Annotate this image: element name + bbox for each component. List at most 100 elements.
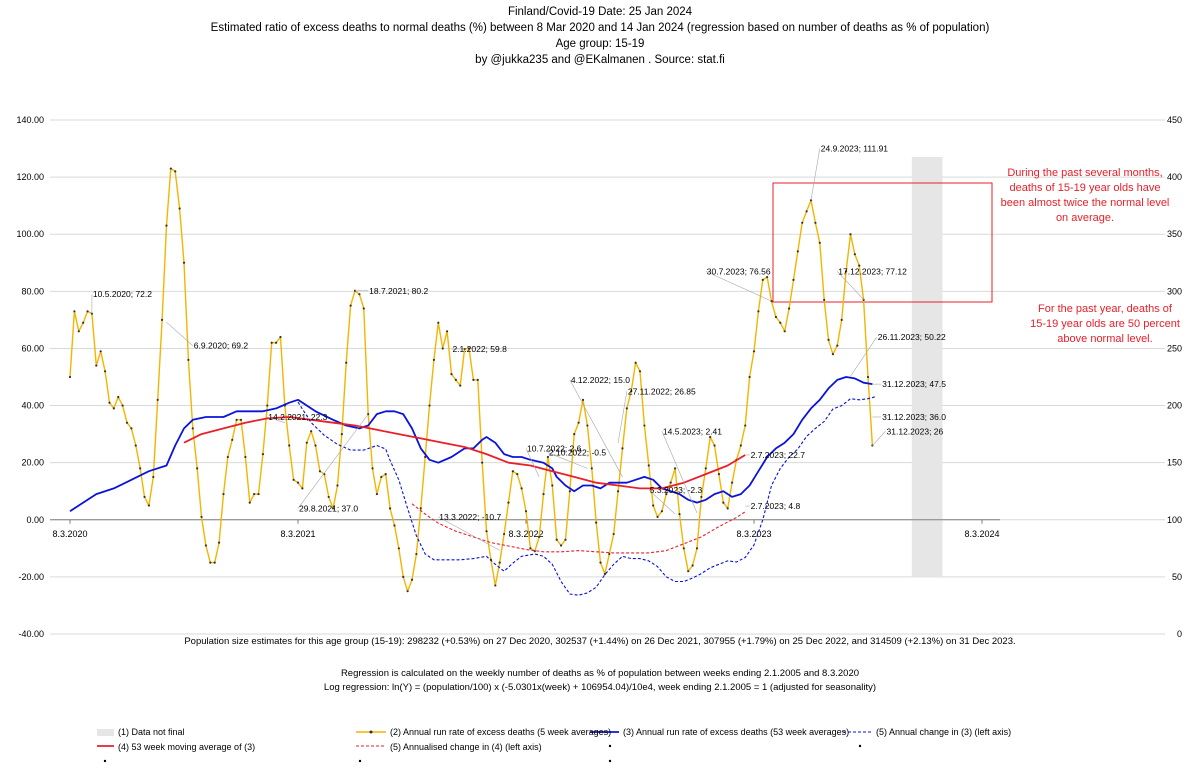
data-point bbox=[191, 427, 194, 430]
gridlines bbox=[50, 119, 1165, 635]
data-label: 10.5.2020; 72.2 bbox=[93, 289, 152, 299]
series-line-series4 bbox=[183, 416, 746, 490]
data-point bbox=[823, 298, 826, 301]
data-label: 31.12.2023; 47.5 bbox=[882, 379, 946, 389]
data-point bbox=[432, 358, 436, 361]
data-point bbox=[796, 250, 799, 253]
data-point bbox=[717, 472, 721, 476]
data-point bbox=[327, 495, 330, 499]
data-point bbox=[805, 210, 808, 213]
data-point bbox=[498, 561, 501, 564]
data-point bbox=[318, 470, 322, 473]
label-leader bbox=[617, 391, 628, 444]
data-label: 26.11.2023; 50.22 bbox=[878, 332, 946, 342]
population-note: Population size estimates for this age g… bbox=[184, 636, 1016, 647]
data-point bbox=[647, 464, 650, 467]
data-point bbox=[204, 544, 208, 547]
data-point bbox=[388, 507, 392, 510]
y-tick-right: 350 bbox=[1167, 229, 1182, 239]
data-point bbox=[371, 467, 374, 470]
y-tick-left: -20.00 bbox=[18, 572, 44, 582]
data-point bbox=[577, 421, 580, 424]
data-point bbox=[634, 361, 637, 364]
data-point bbox=[336, 484, 339, 487]
data-not-final-shade bbox=[911, 157, 943, 577]
data-point bbox=[182, 261, 186, 264]
legend-swatch-dot bbox=[608, 759, 612, 763]
label-leader bbox=[705, 271, 772, 302]
data-point bbox=[424, 455, 427, 459]
label-leader bbox=[547, 452, 588, 469]
data-point bbox=[669, 481, 672, 484]
data-point bbox=[314, 444, 317, 447]
data-point bbox=[529, 547, 532, 550]
data-point bbox=[99, 350, 102, 353]
chart-title: Finland/Covid-19 Date: 25 Jan 2024 bbox=[507, 6, 693, 18]
data-point bbox=[616, 490, 620, 493]
data-point bbox=[568, 490, 571, 493]
y-tick-left: 100.00 bbox=[16, 229, 44, 239]
y-tick-left: 60.00 bbox=[21, 343, 44, 353]
data-point bbox=[656, 515, 659, 519]
data-point bbox=[331, 507, 335, 510]
data-point bbox=[687, 570, 690, 573]
data-point bbox=[156, 398, 159, 401]
data-point bbox=[345, 361, 348, 364]
data-point bbox=[226, 455, 229, 459]
legend-item-annual-change: (5) Annual change in (3) (left axis) bbox=[876, 727, 1012, 737]
data-label: 31.12.2023; 26 bbox=[887, 426, 944, 436]
data-point bbox=[783, 330, 786, 333]
data-point bbox=[152, 475, 155, 479]
series-line-series2 bbox=[69, 167, 874, 592]
legend-swatch-marker bbox=[369, 730, 373, 734]
data-label: 29.8.2021; 37.0 bbox=[299, 503, 358, 513]
y-tick-right: 50 bbox=[1172, 572, 1182, 582]
data-point bbox=[125, 421, 129, 424]
data-point bbox=[595, 521, 598, 524]
data-point bbox=[160, 318, 164, 321]
data-point bbox=[292, 478, 295, 481]
y-tick-right: 300 bbox=[1167, 286, 1182, 296]
data-point bbox=[801, 221, 804, 224]
data-point bbox=[213, 561, 216, 564]
data-label: 27.11.2022; 26.85 bbox=[628, 386, 696, 396]
legend-item-moving-average: (4) 53 week moving average of (3) bbox=[118, 742, 256, 752]
label-leader bbox=[297, 413, 369, 509]
y-tick-left: 120.00 bbox=[16, 172, 44, 182]
label-leader bbox=[267, 416, 285, 423]
data-point bbox=[858, 264, 861, 267]
data-point bbox=[713, 444, 716, 447]
data-point bbox=[393, 524, 396, 527]
data-point bbox=[581, 398, 585, 401]
data-point bbox=[428, 404, 431, 407]
axes: -40.00 -20.00 0.00 20.00 40.00 60.00 80.00 100.… bbox=[16, 115, 1182, 639]
data-point bbox=[818, 241, 821, 244]
data-point bbox=[546, 455, 550, 459]
data-point bbox=[139, 467, 142, 470]
data-point bbox=[836, 344, 839, 347]
data-point bbox=[73, 310, 76, 313]
data-point bbox=[415, 552, 418, 556]
data-point bbox=[86, 310, 89, 313]
regression-note-2: Log regression: ln(Y) = (population/100)… bbox=[323, 682, 877, 693]
data-point bbox=[82, 321, 85, 324]
data-point bbox=[310, 430, 313, 433]
data-point bbox=[695, 547, 699, 550]
chart-title-block: Finland/Covid-19 Date: 25 Jan 2024 Estim… bbox=[0, 4, 1200, 68]
data-point bbox=[349, 304, 352, 307]
data-point bbox=[787, 307, 791, 310]
x-tick-label: 8.3.2022 bbox=[508, 529, 543, 539]
data-point bbox=[700, 495, 703, 499]
data-label: 6.9.2020; 69.2 bbox=[194, 341, 249, 351]
data-point bbox=[406, 590, 409, 593]
author-source: by @jukka235 and @EKalmanen . Source: st… bbox=[475, 54, 725, 66]
data-point bbox=[217, 541, 221, 544]
data-point bbox=[437, 321, 440, 324]
label-leader bbox=[569, 379, 623, 478]
y-tick-left: 80.00 bbox=[21, 286, 44, 296]
data-point bbox=[301, 487, 304, 490]
data-point bbox=[165, 224, 168, 227]
data-point bbox=[279, 335, 282, 339]
data-point bbox=[261, 453, 265, 456]
data-point bbox=[196, 467, 199, 470]
